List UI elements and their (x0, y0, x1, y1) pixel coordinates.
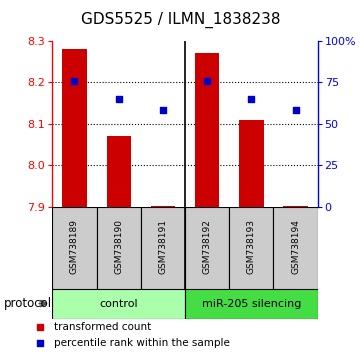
Point (71, 79, 77, 84)
Text: miR-205 silencing: miR-205 silencing (202, 298, 301, 309)
Text: protocol: protocol (4, 297, 52, 310)
Point (248, 96, 254, 102)
Bar (185, 207, 229, 289)
Point (37, 341, 43, 346)
Text: GSM738192: GSM738192 (203, 219, 212, 274)
Text: GSM738194: GSM738194 (291, 219, 300, 274)
Point (37, 324, 43, 329)
Text: transformed count: transformed count (54, 321, 151, 332)
Point (293, 107, 299, 113)
Text: GSM738189: GSM738189 (70, 219, 79, 274)
Text: control: control (99, 298, 138, 309)
Text: GDS5525 / ILMN_1838238: GDS5525 / ILMN_1838238 (81, 11, 280, 28)
Text: GSM738190: GSM738190 (114, 219, 123, 274)
Bar (151, 206, 175, 207)
Bar (52, 289, 185, 319)
Point (160, 107, 166, 113)
Bar (62, 49, 87, 207)
Bar (195, 53, 219, 207)
Text: GSM738191: GSM738191 (158, 219, 168, 274)
Bar (106, 136, 131, 207)
Point (204, 79, 210, 84)
Point (116, 96, 122, 102)
Text: percentile rank within the sample: percentile rank within the sample (54, 338, 230, 348)
Text: GSM738193: GSM738193 (247, 219, 256, 274)
Bar (229, 207, 274, 289)
Bar (239, 120, 264, 207)
Bar (97, 207, 141, 289)
Bar (141, 207, 185, 289)
Bar (274, 207, 318, 289)
Bar (52, 207, 97, 289)
Bar (283, 206, 308, 207)
Bar (185, 289, 318, 319)
